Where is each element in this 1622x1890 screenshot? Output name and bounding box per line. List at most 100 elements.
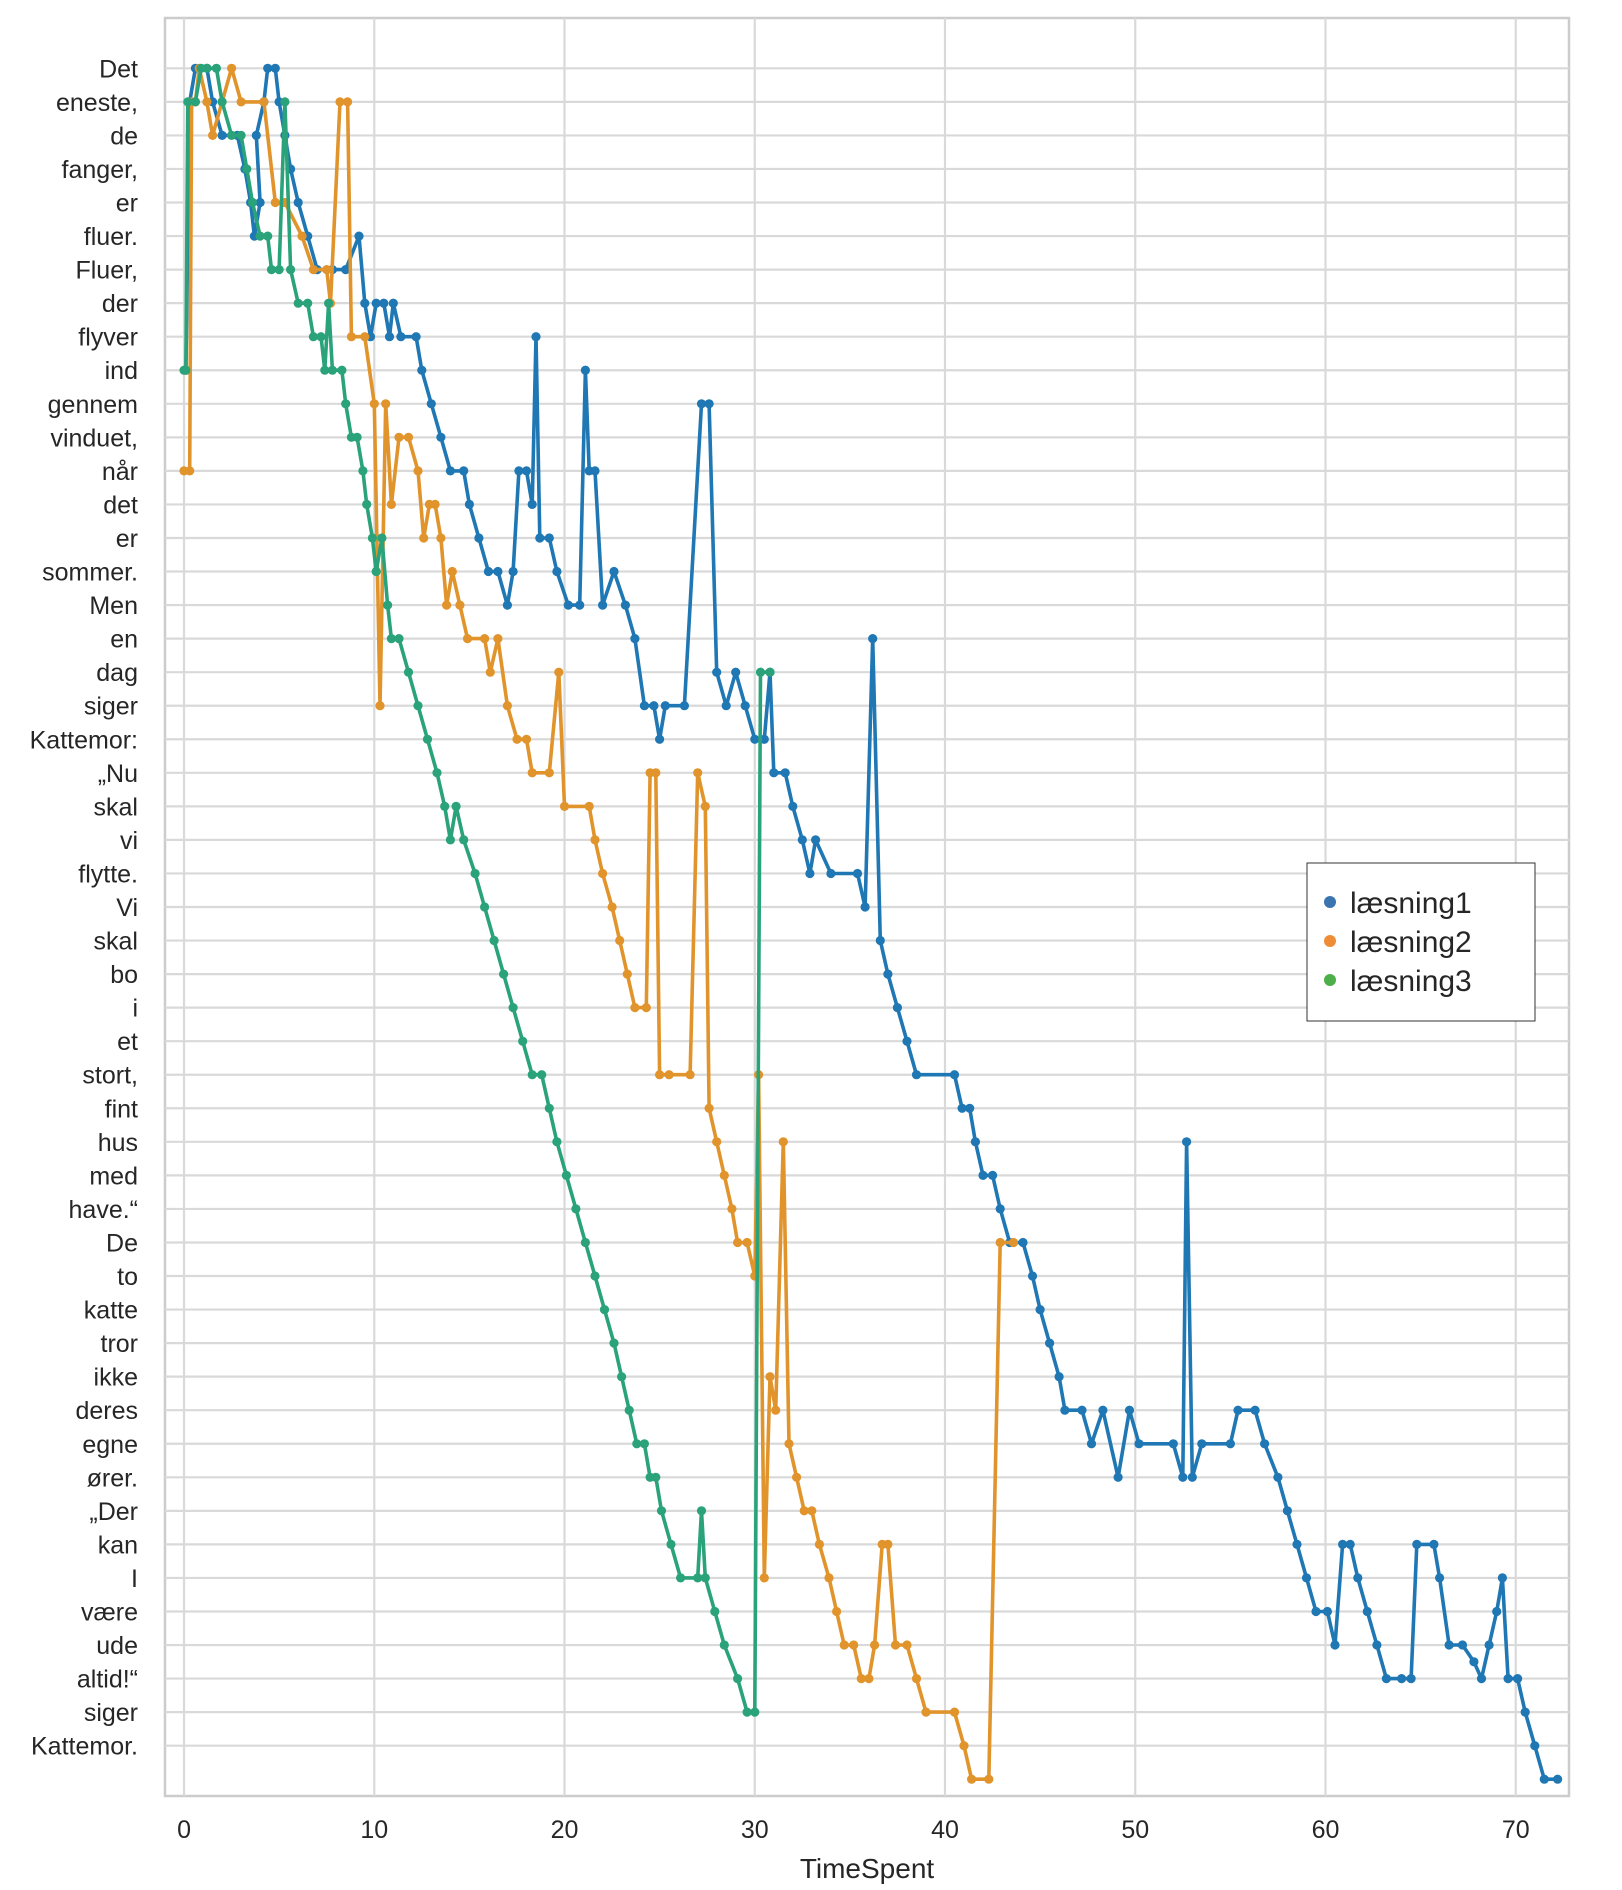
y-tick-label: fanger,: [62, 156, 138, 184]
data-point: [571, 1204, 581, 1214]
y-tick-label: er: [116, 190, 138, 218]
data-point: [590, 835, 600, 845]
data-point: [1520, 1707, 1530, 1717]
data-point: [742, 1707, 752, 1717]
data-point: [651, 1472, 661, 1482]
data-point: [1345, 1539, 1355, 1549]
legend-marker: [1324, 896, 1336, 908]
y-tick-label: „Nu: [98, 760, 138, 788]
data-point: [710, 1606, 720, 1617]
data-point: [1045, 1338, 1055, 1348]
data-point: [217, 130, 227, 140]
y-tick-label: tror: [101, 1330, 139, 1358]
data-point: [493, 566, 503, 577]
data-point: [377, 533, 387, 543]
y-tick-label: Kattemor:: [30, 726, 138, 754]
data-point: [883, 1539, 893, 1549]
data-point: [864, 1674, 874, 1684]
data-point: [413, 466, 423, 476]
data-point: [1292, 1539, 1302, 1549]
data-point: [902, 1036, 912, 1046]
legend-box: [1306, 862, 1536, 1022]
data-point: [1182, 1137, 1192, 1147]
data-point: [403, 667, 414, 677]
data-point: [965, 1103, 975, 1113]
data-point: [388, 298, 398, 308]
data-point: [731, 667, 741, 677]
data-point: [949, 1707, 960, 1717]
data-point: [805, 868, 815, 879]
data-point: [609, 1338, 619, 1348]
data-point: [575, 600, 585, 610]
legend-label: læsning2: [1350, 926, 1472, 959]
data-point: [784, 1439, 794, 1449]
data-point: [432, 768, 442, 778]
data-point: [814, 1539, 825, 1549]
data-point: [308, 332, 318, 342]
data-point: [949, 1070, 960, 1080]
data-point: [181, 365, 191, 375]
y-tick-label: vinduet,: [50, 424, 138, 452]
data-point: [436, 533, 446, 543]
y-tick-label: skal: [94, 928, 138, 956]
y-tick-label: siger: [84, 693, 138, 721]
data-point: [1035, 1305, 1045, 1315]
data-point: [190, 97, 200, 107]
data-point: [700, 1573, 710, 1583]
data-point: [839, 1640, 849, 1650]
data-point: [554, 667, 564, 677]
data-point: [620, 600, 631, 610]
data-point: [639, 1439, 650, 1449]
data-point: [445, 835, 455, 845]
data-point: [911, 1674, 922, 1684]
data-point: [430, 499, 440, 509]
data-point: [470, 868, 480, 879]
data-point: [447, 566, 457, 577]
data-point: [832, 1606, 842, 1617]
data-point: [584, 801, 594, 812]
data-point: [1553, 1774, 1563, 1784]
data-point: [868, 634, 878, 644]
data-point: [280, 97, 290, 107]
data-point: [750, 734, 760, 744]
data-point: [512, 734, 522, 744]
data-point: [1444, 1640, 1454, 1650]
data-point: [369, 399, 379, 409]
data-point: [622, 969, 632, 979]
data-point: [514, 466, 524, 476]
data-point: [811, 835, 821, 845]
y-tick-label: „Der: [89, 1498, 138, 1526]
y-tick-label: eneste,: [56, 89, 138, 117]
data-point: [1372, 1640, 1382, 1650]
data-point: [386, 634, 396, 644]
data-point: [462, 634, 473, 644]
data-point: [590, 1271, 600, 1281]
data-point: [807, 1506, 817, 1516]
data-point: [617, 1372, 627, 1382]
data-point: [371, 566, 381, 577]
data-point: [609, 566, 619, 577]
data-point: [1330, 1640, 1340, 1650]
data-point: [358, 466, 368, 476]
data-point: [852, 868, 863, 879]
x-tick-label: 60: [1312, 1816, 1340, 1844]
data-point: [902, 1640, 912, 1650]
data-point: [1435, 1573, 1445, 1583]
data-point: [383, 600, 393, 610]
data-point: [780, 768, 790, 778]
data-point: [765, 667, 775, 677]
data-point: [386, 499, 396, 509]
y-tick-label: katte: [84, 1297, 138, 1325]
data-point: [656, 1506, 667, 1516]
data-point: [559, 801, 570, 812]
data-point: [274, 265, 284, 275]
data-point: [485, 667, 495, 677]
data-point: [322, 265, 332, 275]
data-point: [641, 1003, 651, 1013]
data-point: [263, 63, 273, 73]
y-tick-label: Det: [99, 55, 138, 83]
data-point: [870, 1640, 880, 1650]
data-point: [580, 365, 591, 375]
legend-marker: [1324, 935, 1336, 947]
data-point: [1484, 1640, 1494, 1650]
